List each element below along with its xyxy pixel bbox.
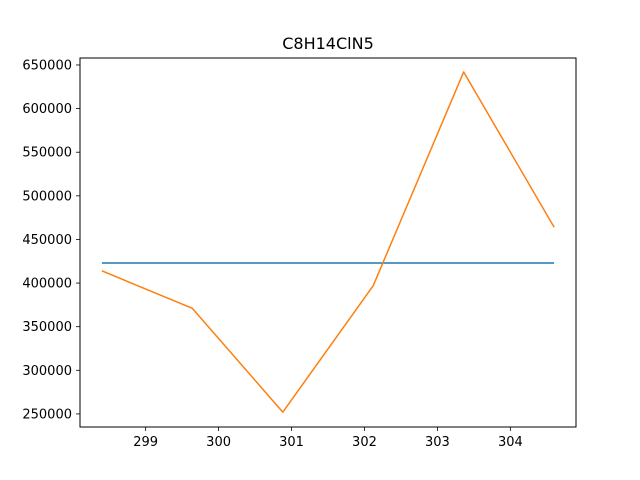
y-tick-label: 350000 — [22, 320, 72, 335]
x-tick-label: 304 — [498, 435, 523, 450]
x-tick-label: 303 — [425, 435, 450, 450]
x-tick-label: 300 — [206, 435, 231, 450]
y-tick-label: 300000 — [22, 364, 72, 379]
y-tick-label: 600000 — [22, 102, 72, 117]
y-tick-label: 500000 — [22, 189, 72, 204]
y-tick-label: 250000 — [22, 407, 72, 422]
series-line-2 — [101, 71, 555, 413]
y-axis: 250000 300000 350000 400000 450000 500000 5500… — [22, 58, 80, 422]
y-tick-label: 650000 — [22, 58, 72, 73]
y-tick-label: 550000 — [22, 146, 72, 161]
x-tick-label: 301 — [279, 435, 304, 450]
plot-area — [101, 71, 555, 413]
y-tick-label: 400000 — [22, 277, 72, 292]
chart-title: C8H14ClN5 — [282, 34, 374, 53]
x-tick-label: 302 — [352, 435, 377, 450]
plot-frame — [79, 57, 577, 428]
y-tick-label: 450000 — [22, 233, 72, 248]
x-tick-label: 299 — [133, 435, 158, 450]
x-axis: 299 300 301 302 303 304 — [133, 427, 523, 450]
